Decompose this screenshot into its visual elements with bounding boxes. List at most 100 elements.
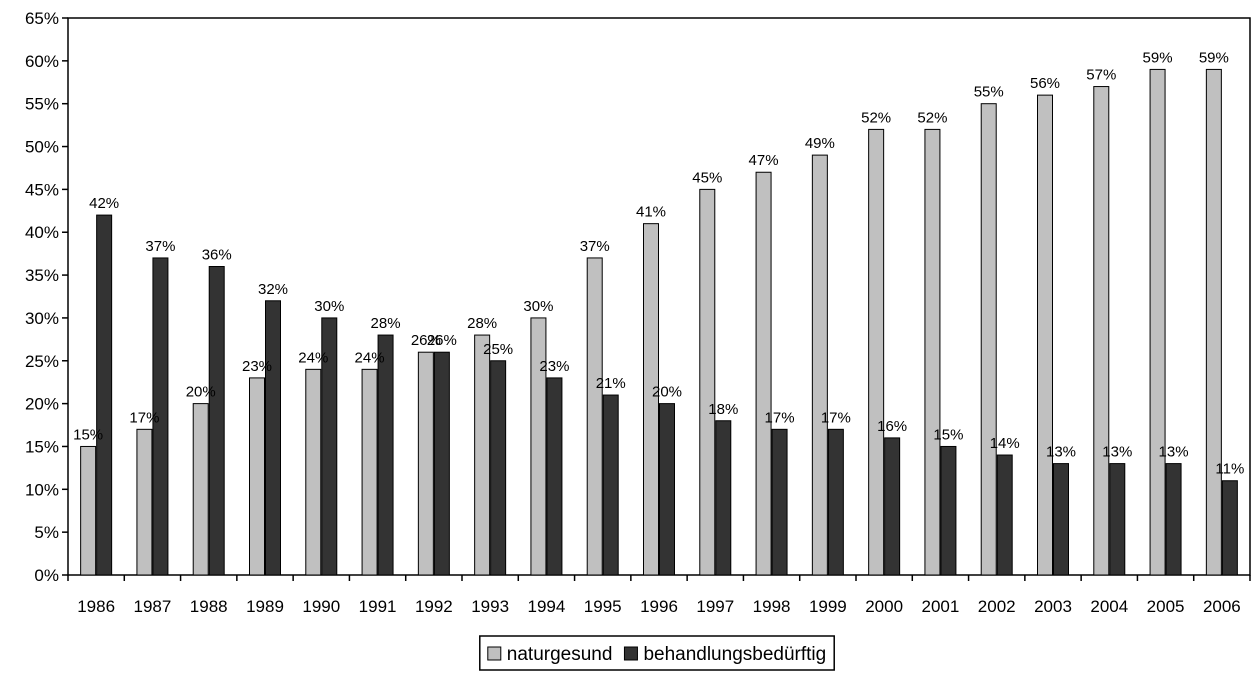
x-tick-label: 1986 [77, 597, 115, 616]
legend-label: naturgesund [507, 644, 613, 665]
y-tick-label: 35% [25, 266, 59, 285]
bar-behandlungsbedürftig [321, 317, 338, 576]
data-label: 37% [580, 238, 610, 255]
y-tick-label: 40% [25, 223, 59, 242]
x-tick-label: 2004 [1090, 597, 1128, 616]
data-label: 57% [1086, 67, 1116, 84]
y-tick-label: 15% [25, 437, 59, 456]
x-tick-label: 2001 [922, 597, 960, 616]
data-label: 20% [186, 384, 216, 401]
bar-naturgesund [643, 223, 659, 576]
bar-naturgesund [80, 445, 97, 576]
data-label: 14% [990, 435, 1020, 452]
bar-behandlungsbedürftig [1221, 480, 1238, 576]
bar-naturgesund [417, 351, 434, 576]
x-tick-label: 1995 [584, 597, 622, 616]
bar-behandlungsbedürftig [996, 454, 1013, 576]
bar-naturgesund [530, 317, 547, 576]
chart-axes: 0% 5% 10% 15% 20% 25% 30% 35% 40% 45% 50% 55% 60% 65%… [25, 9, 1251, 616]
data-label: 28% [371, 315, 401, 332]
y-tick-label: 65% [25, 9, 59, 28]
data-label: 15% [73, 426, 103, 443]
y-tick-label: 30% [25, 309, 59, 328]
bar-behandlungsbedürftig [152, 257, 169, 576]
data-label: 21% [596, 375, 626, 392]
data-label: 26% [427, 332, 457, 349]
data-label: 59% [1199, 49, 1229, 66]
data-label: 20% [652, 384, 682, 401]
bar-naturgesund [1149, 68, 1166, 576]
data-label: 32% [258, 281, 288, 298]
bar-naturgesund [361, 368, 378, 576]
legend-item: naturgesund [487, 644, 613, 665]
bar-naturgesund [924, 128, 941, 576]
bar-naturgesund [305, 368, 322, 576]
bar-naturgesund [980, 103, 997, 576]
y-tick-label: 25% [25, 352, 59, 371]
data-label: 13% [1102, 444, 1132, 461]
chart-legend: naturgesund behandlungsbedürftig [479, 635, 835, 671]
legend-box [479, 635, 835, 671]
data-label: 15% [933, 426, 963, 443]
bar-naturgesund [1037, 94, 1053, 576]
x-tick-label: 2003 [1034, 597, 1072, 616]
data-label: 41% [636, 204, 666, 221]
bar-behandlungsbedürftig [1165, 463, 1182, 576]
x-tick-label: 1993 [471, 597, 509, 616]
data-label: 18% [708, 401, 738, 418]
legend-item: behandlungsbedürftig [623, 644, 826, 665]
bar-naturgesund [755, 171, 772, 576]
bar-behandlungsbedürftig [1053, 463, 1069, 576]
data-label: 23% [539, 358, 569, 375]
x-tick-label: 1989 [246, 597, 284, 616]
x-tick-label: 1998 [753, 597, 791, 616]
bar-behandlungsbedürftig [208, 266, 225, 576]
bar-behandlungsbedürftig [940, 445, 957, 576]
data-label: 36% [202, 247, 232, 264]
bar-behandlungsbedürftig [1109, 463, 1126, 576]
y-tick-label: 5% [34, 523, 59, 542]
y-tick-label: 0% [34, 566, 59, 585]
bar-naturgesund [474, 334, 491, 576]
x-tick-label: 1987 [134, 597, 172, 616]
y-tick-label: 45% [25, 180, 59, 199]
x-tick-label: 1990 [302, 597, 340, 616]
data-label: 23% [242, 358, 272, 375]
legend-swatch [623, 646, 638, 661]
legend-label: behandlungsbedürftig [643, 644, 826, 665]
bar-naturgesund [811, 154, 828, 576]
bar-behandlungsbedürftig [827, 428, 844, 576]
x-tick-label: 2000 [865, 597, 903, 616]
y-tick-label: 50% [25, 138, 59, 157]
y-tick-label: 10% [25, 480, 59, 499]
data-label: 30% [523, 298, 553, 315]
data-label: 13% [1046, 444, 1076, 461]
bar-naturgesund [192, 403, 209, 576]
data-label: 56% [1030, 75, 1060, 92]
data-label: 37% [145, 238, 175, 255]
x-tick-label: 2002 [978, 597, 1016, 616]
data-label: 17% [821, 409, 851, 426]
data-label: 24% [355, 349, 385, 366]
data-label: 17% [765, 409, 795, 426]
bar-behandlungsbedürftig [546, 377, 563, 576]
bar-behandlungsbedürftig [715, 420, 732, 576]
bar-behandlungsbedürftig [490, 360, 507, 576]
data-label: 28% [467, 315, 497, 332]
x-tick-label: 1991 [359, 597, 397, 616]
data-label: 52% [861, 109, 891, 126]
x-tick-label: 1988 [190, 597, 228, 616]
bar-behandlungsbedürftig [659, 403, 675, 576]
y-tick-label: 60% [25, 52, 59, 71]
chart-bars [80, 68, 1238, 576]
bar-behandlungsbedürftig [265, 300, 281, 576]
bar-naturgesund [699, 188, 716, 576]
x-tick-label: 2005 [1147, 597, 1185, 616]
data-label: 24% [298, 349, 328, 366]
data-label: 11% [1215, 461, 1244, 478]
bar-behandlungsbedürftig [96, 214, 113, 576]
x-tick-label: 1996 [640, 597, 678, 616]
y-tick-label: 55% [25, 95, 59, 114]
data-label: 45% [692, 169, 722, 186]
